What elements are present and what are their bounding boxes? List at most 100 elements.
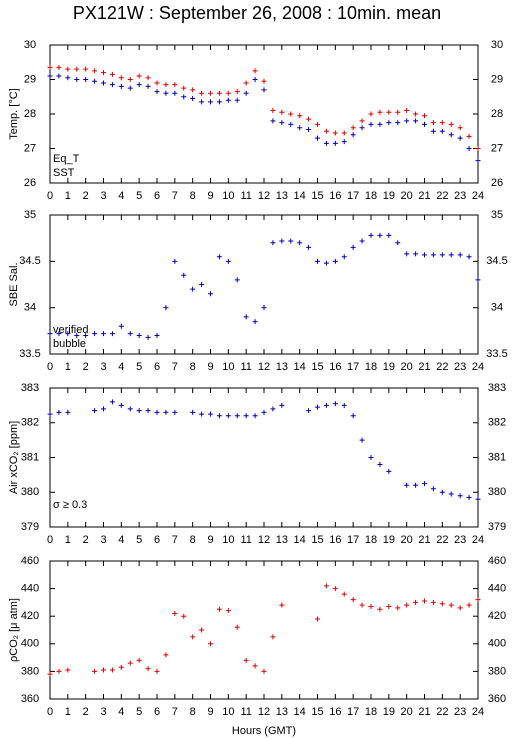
x-tick-label: 0 (47, 534, 53, 546)
x-tick-label: 11 (240, 706, 251, 718)
x-tick-label: 6 (154, 534, 160, 546)
y2-tick-label: 360 (488, 693, 506, 705)
data-point (92, 78, 98, 84)
x-tick-label: 1 (65, 706, 71, 718)
data-point (270, 118, 276, 124)
data-point (243, 314, 249, 320)
x-tick-label: 12 (258, 361, 270, 373)
x-tick-label: 9 (207, 190, 213, 202)
data-point (261, 78, 267, 84)
x-tick-label: 5 (136, 361, 142, 373)
y2-tick-label: 33.5 (486, 348, 507, 360)
data-point (368, 232, 374, 238)
data-point (341, 254, 347, 260)
data-point (163, 409, 169, 415)
data-point (457, 605, 463, 611)
data-point (65, 409, 71, 415)
x-tick-label: 6 (154, 706, 160, 718)
data-point (279, 602, 285, 608)
data-point (261, 305, 267, 311)
data-point (136, 408, 142, 414)
data-point (234, 624, 240, 630)
x-tick-label: 0 (47, 190, 53, 202)
y2-tick-label: 35 (491, 209, 503, 221)
x-tick-label: 8 (190, 361, 196, 373)
data-point (270, 634, 276, 640)
data-point (270, 406, 276, 412)
data-point (92, 331, 98, 337)
data-point (83, 332, 89, 338)
x-tick-label: 4 (118, 190, 124, 202)
data-point (109, 71, 115, 77)
data-point (199, 627, 205, 633)
data-point (341, 130, 347, 136)
data-point (261, 409, 267, 415)
data-point (457, 135, 463, 141)
y2-tick-label: 400 (488, 638, 506, 650)
data-point (225, 608, 231, 614)
data-point (270, 108, 276, 114)
data-point (243, 413, 249, 419)
x-tick-label: 1 (65, 534, 71, 546)
x-tick-label: 16 (329, 190, 341, 202)
data-point (395, 605, 401, 611)
x-tick-label: 4 (118, 706, 124, 718)
data-point (225, 90, 231, 96)
data-point (145, 666, 151, 672)
y-tick-label: 380 (21, 665, 39, 677)
data-point (243, 80, 249, 86)
x-tick-label: 8 (190, 534, 196, 546)
data-point (190, 409, 196, 415)
x-tick-label: 14 (294, 361, 306, 373)
x-tick-label: 24 (472, 361, 484, 373)
data-point (315, 258, 320, 264)
data-point (306, 408, 312, 414)
plot-frame (49, 387, 479, 528)
x-tick-label: 15 (311, 534, 323, 546)
data-point (475, 597, 481, 603)
data-point (261, 87, 267, 93)
data-point (377, 461, 383, 467)
data-point (341, 139, 347, 145)
data-point (359, 238, 365, 244)
data-point (475, 277, 481, 283)
data-point (368, 604, 374, 610)
x-tick-label: 8 (190, 190, 196, 202)
data-point (386, 604, 392, 610)
data-point (172, 258, 178, 264)
data-point (118, 664, 124, 670)
data-point (368, 121, 374, 127)
y-tick-label: 29 (24, 73, 36, 85)
x-tick-label: 13 (276, 534, 288, 546)
data-point (190, 286, 196, 292)
data-point (118, 402, 124, 408)
data-point (368, 111, 374, 117)
data-point (359, 118, 365, 124)
data-point (101, 70, 106, 76)
data-point (439, 489, 445, 495)
data-point (243, 90, 249, 96)
data-point (404, 482, 410, 488)
y2-tick-label: 27 (491, 142, 503, 154)
y-tick-label: 33.5 (19, 348, 40, 360)
y-tick-label: 380 (21, 486, 39, 498)
data-point (377, 109, 383, 115)
data-point (208, 641, 213, 647)
data-point (74, 332, 80, 338)
data-point (359, 437, 365, 443)
data-point (252, 413, 258, 419)
data-point (332, 130, 338, 136)
x-tick-label: 3 (100, 361, 106, 373)
data-point (181, 85, 187, 91)
y-tick-label: 34.5 (19, 255, 40, 267)
data-point (154, 80, 160, 86)
data-point (101, 406, 106, 412)
data-point (448, 602, 454, 608)
x-tick-label: 17 (347, 190, 359, 202)
data-point (457, 493, 463, 499)
data-point (315, 616, 320, 622)
data-point (315, 404, 320, 410)
data-point (154, 409, 160, 415)
x-tick-label: 22 (436, 190, 448, 202)
y-tick-label: 383 (21, 382, 39, 394)
